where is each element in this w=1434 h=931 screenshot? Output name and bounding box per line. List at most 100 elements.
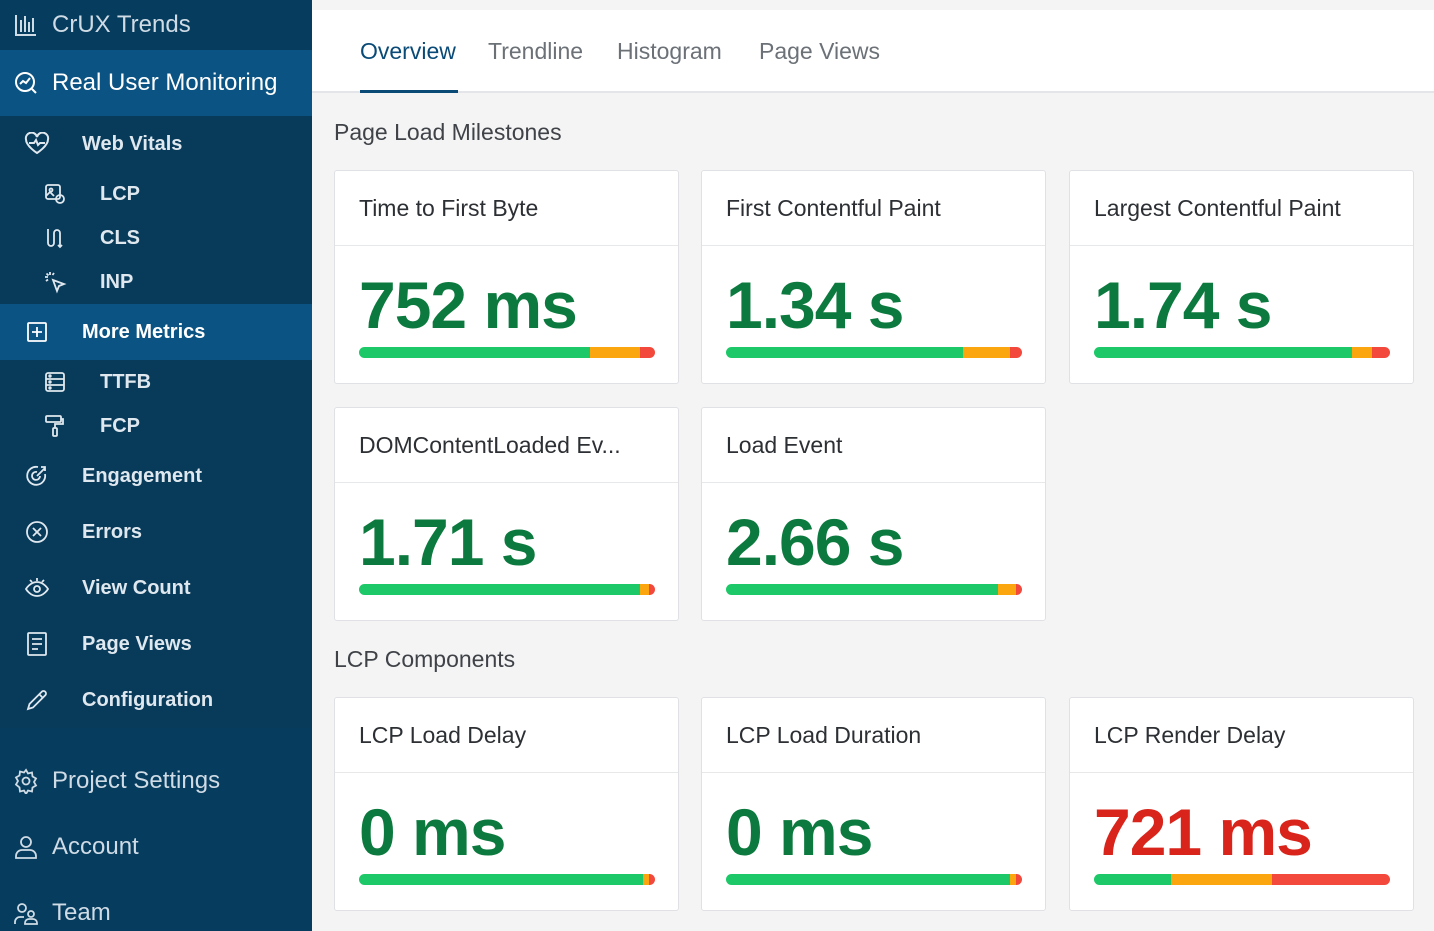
card-value: 752 ms [359,268,578,342]
card-title: LCP Render Delay [1070,698,1413,773]
target-icon [24,463,50,489]
distribution-bar [359,584,655,595]
sidebar-item-real-user-monitoring[interactable]: Real User Monitoring [0,50,312,116]
metric-card[interactable]: LCP Load Duration 0 ms [701,697,1046,911]
card-value: 1.74 s [1094,268,1272,342]
sidebar-item-label: FCP [100,414,140,437]
active-tab-indicator [360,90,458,93]
sidebar-item-label: Account [52,833,139,860]
needs-improvement-segment [1351,347,1373,358]
good-segment [359,584,641,595]
sidebar-item-fcp[interactable]: FCP [0,404,312,448]
good-segment [1094,347,1352,358]
card-value: 721 ms [1094,795,1313,869]
sidebar-item-engagement[interactable]: Engagement [0,448,312,504]
error-circle-icon [24,519,50,545]
sidebar-item-account[interactable]: Account [0,814,312,880]
layout-shift-icon [42,225,68,251]
card-value: 0 ms [359,795,506,869]
distribution-bar [726,874,1022,885]
poor-segment [1271,874,1390,885]
tab-bar: Overview Trendline Histogram Page Views [312,10,1434,93]
sidebar-item-view-count[interactable]: View Count [0,560,312,616]
metric-card[interactable]: Largest Contentful Paint 1.74 s [1069,170,1414,384]
poor-segment [1010,347,1022,358]
sidebar-item-label: Web Vitals [82,132,183,155]
needs-improvement-segment [643,874,650,885]
server-icon [42,369,68,395]
sidebar-item-cls[interactable]: CLS [0,216,312,260]
sidebar-item-project-settings[interactable]: Project Settings [0,748,312,814]
good-segment [726,347,963,358]
sidebar-bottom: Project Settings Account Team [0,748,312,931]
sidebar-item-errors[interactable]: Errors [0,504,312,560]
card-value: 0 ms [726,795,873,869]
gear-icon [12,767,40,795]
eye-icon [24,575,50,601]
sidebar-item-label: Configuration [82,688,214,711]
sidebar-item-more-metrics[interactable]: More Metrics [0,304,312,360]
section-title-lcp-components: LCP Components [334,646,516,672]
tab-overview[interactable]: Overview [360,38,456,64]
sidebar-item-label: Page Views [82,632,192,655]
metric-card[interactable]: LCP Render Delay 721 ms [1069,697,1414,911]
card-title: Load Event [702,408,1045,483]
team-icon [12,899,40,927]
sidebar-item-label: LCP [100,182,140,205]
distribution-bar [359,347,655,358]
distribution-bar [1094,347,1390,358]
sidebar-item-label: Project Settings [52,767,221,794]
needs-improvement-segment [589,347,641,358]
sidebar-item-ttfb[interactable]: TTFB [0,360,312,404]
sidebar-item-label: TTFB [100,370,152,393]
card-title: LCP Load Duration [702,698,1045,773]
tab-page-views[interactable]: Page Views [759,38,881,64]
bar-chart-icon [12,11,40,39]
sidebar-item-lcp[interactable]: LCP [0,172,312,216]
sidebar-item-page-views[interactable]: Page Views [0,616,312,672]
main-content: Overview Trendline Histogram Page Views … [312,0,1434,931]
sidebar-item-web-vitals[interactable]: Web Vitals [0,116,312,172]
card-title: DOMContentLoaded Ev... [335,408,678,483]
metric-card[interactable]: Time to First Byte 752 ms [334,170,679,384]
sidebar-item-label: More Metrics [82,320,206,343]
good-segment [359,874,644,885]
distribution-bar [726,584,1022,595]
user-icon [12,833,40,861]
good-segment [726,584,999,595]
poor-segment [640,347,655,358]
sidebar-item-label: Engagement [82,464,203,487]
sidebar-item-label: View Count [82,576,191,599]
plus-square-icon [24,319,50,345]
tab-trendline[interactable]: Trendline [488,38,584,64]
distribution-bar [726,347,1022,358]
image-icon [42,181,68,207]
sidebar-item-label: Team [52,899,111,926]
metric-card[interactable]: LCP Load Delay 0 ms [334,697,679,911]
sidebar-item-label: CrUX Trends [52,11,191,38]
paint-roller-icon [42,413,68,439]
metric-card[interactable]: DOMContentLoaded Ev... 1.71 s [334,407,679,621]
sidebar-item-inp[interactable]: INP [0,260,312,304]
card-title: Time to First Byte [335,171,678,246]
poor-segment [649,874,655,885]
sidebar-item-label: Real User Monitoring [52,69,278,96]
poor-segment [649,584,655,595]
needs-improvement-segment [998,584,1017,595]
card-title: LCP Load Delay [335,698,678,773]
poor-segment [1016,874,1022,885]
needs-improvement-segment [1170,874,1272,885]
sidebar-item-configuration[interactable]: Configuration [0,672,312,728]
metric-card[interactable]: First Contentful Paint 1.34 s [701,170,1046,384]
sidebar-item-team[interactable]: Team [0,880,312,931]
poor-segment [1016,584,1022,595]
monitoring-icon [12,69,40,97]
tab-histogram[interactable]: Histogram [617,38,722,64]
rum-submenu: Web Vitals LCP CLS INP More Metrics [0,116,312,728]
sidebar-item-crux-trends[interactable]: CrUX Trends [0,0,312,50]
card-value: 1.71 s [359,505,537,579]
sidebar-item-label: CLS [100,226,140,249]
metric-card[interactable]: Load Event 2.66 s [701,407,1046,621]
sidebar-item-label: INP [100,270,134,293]
good-segment [359,347,590,358]
